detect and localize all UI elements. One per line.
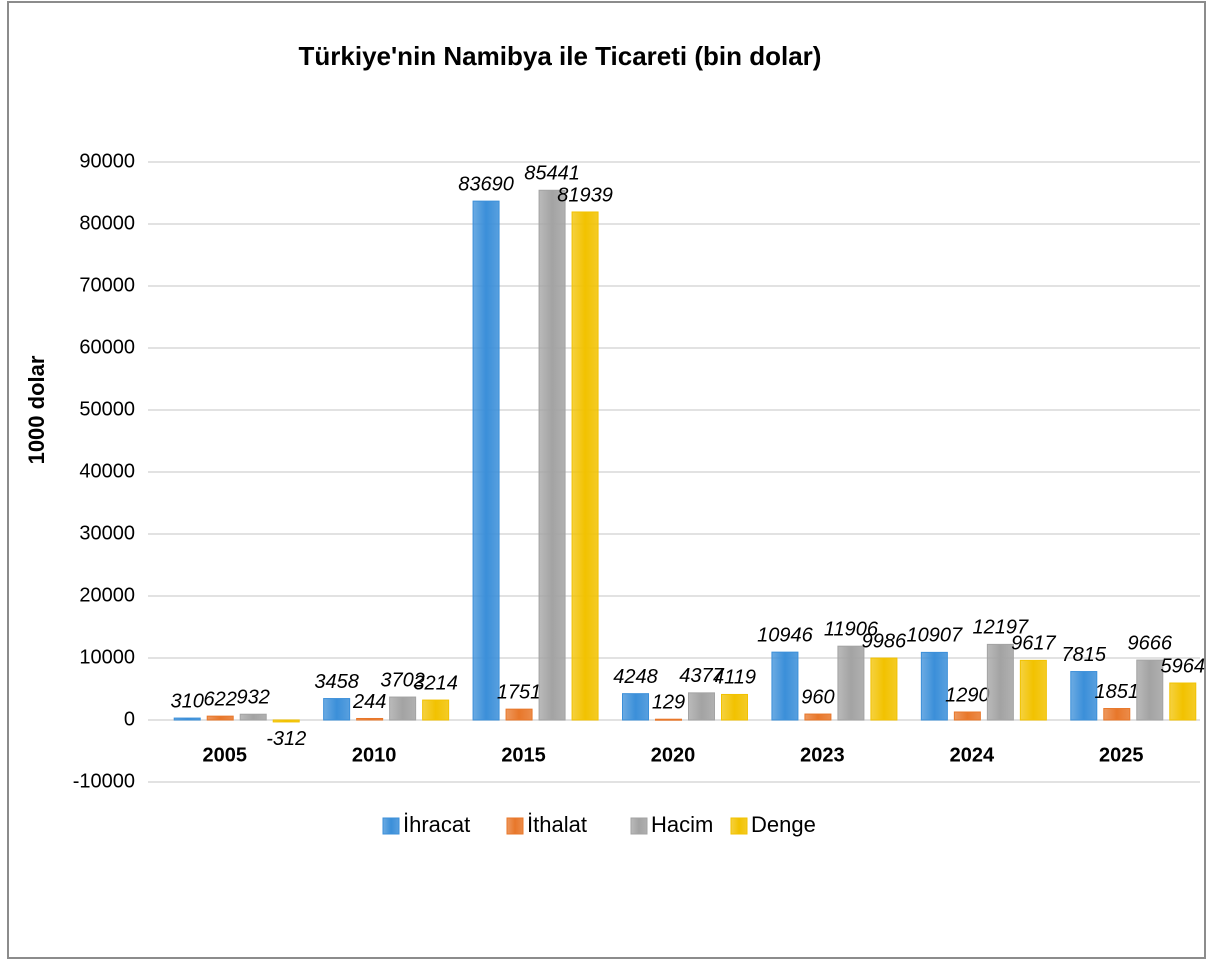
- bar: [622, 693, 649, 721]
- data-label: 3458: [314, 671, 359, 693]
- bar: [505, 708, 533, 721]
- data-label: 9986: [862, 630, 907, 652]
- bar: [688, 692, 715, 721]
- bar: [389, 696, 417, 721]
- bar: [986, 643, 1014, 721]
- data-label: 1290: [945, 684, 990, 706]
- bar: [239, 713, 267, 721]
- data-label: 1851: [1095, 681, 1140, 703]
- bar: [870, 657, 898, 721]
- y-tick-label: 50000: [79, 398, 135, 420]
- data-label: 9617: [1011, 633, 1056, 655]
- legend-swatch: [630, 817, 648, 835]
- x-tick-label: 2010: [352, 744, 397, 766]
- bar: [721, 693, 748, 721]
- data-label: 7815: [1062, 644, 1107, 666]
- bar: [1103, 708, 1131, 721]
- x-tick-label: 2024: [950, 744, 995, 766]
- chart-frame: [7, 1, 1206, 959]
- data-label: 244: [352, 691, 386, 713]
- bar: [206, 715, 234, 721]
- legend-swatch: [506, 817, 524, 835]
- chart-title: Türkiye'nin Namibya ile Ticareti (bin do…: [299, 41, 822, 71]
- bar: [953, 711, 981, 721]
- data-label: 622: [204, 688, 237, 710]
- bar: [571, 211, 599, 721]
- data-label: 81939: [557, 184, 613, 206]
- bar: [837, 645, 865, 721]
- bar: [1019, 659, 1047, 721]
- data-label: 11906: [824, 618, 879, 640]
- legend-swatch: [382, 817, 400, 835]
- data-label: 310: [171, 690, 204, 712]
- bar: [272, 719, 300, 723]
- y-tick-label: 60000: [79, 336, 135, 358]
- y-tick-label: 80000: [79, 212, 135, 234]
- bar: [920, 651, 948, 721]
- bar: [356, 717, 384, 721]
- x-tick-label: 2005: [202, 744, 247, 766]
- y-axis-label: 1000 dolar: [24, 355, 49, 464]
- bar: [804, 713, 832, 721]
- x-tick-label: 2015: [501, 744, 546, 766]
- bar: [538, 189, 566, 721]
- x-tick-label: 2020: [651, 744, 696, 766]
- bar: [323, 698, 351, 721]
- data-label: 4119: [713, 667, 756, 689]
- y-tick-label: 70000: [79, 274, 135, 296]
- y-tick-label: 30000: [79, 522, 135, 544]
- bar: [422, 699, 450, 721]
- y-tick-label: 10000: [79, 646, 135, 668]
- data-label: 5964: [1161, 655, 1206, 677]
- data-label: 1751: [497, 681, 542, 703]
- data-label: 12197: [973, 617, 1029, 639]
- bar: [1070, 671, 1098, 721]
- legend-label: İthalat: [527, 812, 587, 837]
- data-label: 85441: [524, 163, 580, 185]
- y-tick-label: 0: [124, 708, 135, 730]
- data-label: 9666: [1128, 632, 1173, 654]
- bar: [771, 651, 799, 721]
- data-label: 932: [237, 687, 270, 709]
- bar: [1136, 659, 1164, 721]
- legend-label: İhracat: [403, 812, 470, 837]
- y-tick-label: 40000: [79, 460, 135, 482]
- data-label: -312: [266, 728, 306, 750]
- data-label: 83690: [458, 173, 514, 195]
- legend-label: Hacim: [651, 812, 713, 837]
- bar: [472, 200, 500, 721]
- bar: [1169, 682, 1197, 721]
- data-label: 4377: [679, 665, 724, 687]
- y-tick-label: 20000: [79, 584, 135, 606]
- data-label: 4248: [613, 666, 658, 688]
- data-label: 3214: [413, 672, 458, 694]
- data-label: 3702: [380, 669, 425, 691]
- legend-label: Denge: [751, 812, 816, 837]
- data-label: 960: [801, 686, 834, 708]
- bar: [173, 717, 201, 721]
- bar: [655, 718, 682, 721]
- data-label: 10946: [757, 624, 813, 646]
- data-label: 10907: [907, 625, 963, 647]
- data-label: 129: [652, 691, 685, 713]
- x-tick-label: 2023: [800, 744, 845, 766]
- x-tick-label: 2025: [1099, 744, 1144, 766]
- y-tick-label: 90000: [79, 150, 135, 172]
- y-tick-label: -10000: [73, 770, 135, 792]
- legend-swatch: [730, 817, 748, 835]
